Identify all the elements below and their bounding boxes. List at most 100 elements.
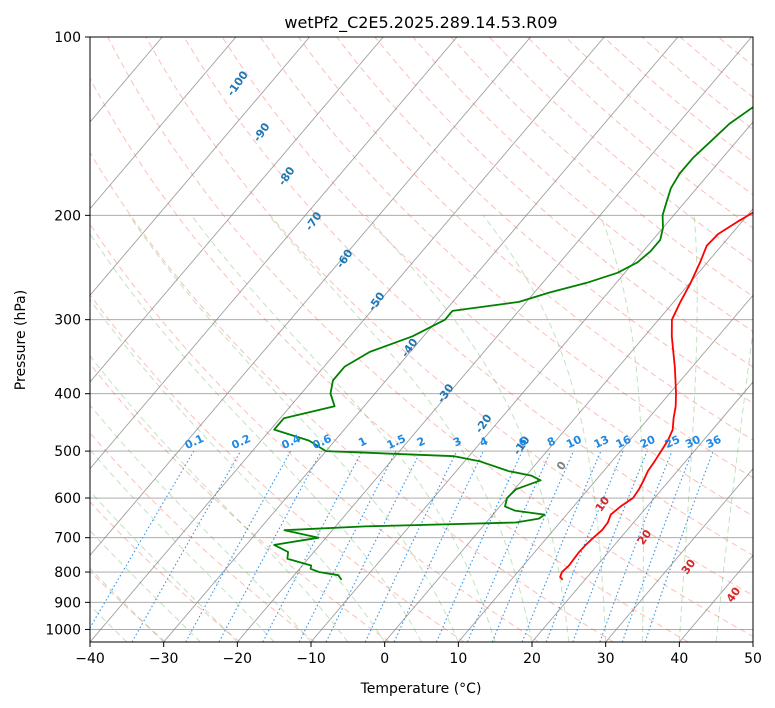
isotherm-line	[90, 37, 531, 557]
mixing-ratio-line	[572, 450, 648, 642]
adiabat-label: -100	[224, 68, 251, 98]
isotherm-line	[310, 121, 753, 642]
adiabat-label: 30	[679, 557, 699, 577]
y-tick-label: 300	[54, 313, 81, 329]
mixing-ratio-label: 25	[663, 433, 682, 451]
moist-adiabat-line	[90, 449, 275, 642]
adiabat-label: -70	[303, 209, 325, 233]
adiabat-label: -50	[366, 289, 388, 313]
dry-adiabat-line	[717, 37, 753, 67]
isotherm-line	[90, 37, 605, 642]
isotherm-line	[90, 37, 310, 297]
moist-adiabat-line	[90, 490, 238, 642]
y-tick-label: 1000	[45, 622, 81, 638]
y-tick-label: 600	[54, 491, 81, 507]
sounding-trace	[559, 211, 753, 581]
chart-title: wetPf2_C2E5.2025.289.14.53.R09	[284, 13, 557, 33]
plot-grid	[90, 37, 775, 642]
dry-adiabat-line	[90, 570, 166, 642]
moist-adiabat-line	[599, 215, 644, 642]
mixing-ratio-label: 20	[638, 433, 658, 451]
isotherm-line	[384, 207, 753, 642]
y-tick-label: 500	[54, 444, 81, 460]
mixing-ratio-label: 0.4	[280, 432, 303, 452]
y-tick-label: 100	[54, 30, 81, 46]
y-tick-label: 900	[54, 595, 81, 611]
plot-frame	[89, 36, 754, 643]
mixing-ratio-line	[491, 450, 575, 642]
mixing-ratio-label: 16	[614, 433, 634, 451]
dry-adiabat-line	[603, 37, 753, 163]
mixing-ratio-line	[131, 450, 242, 642]
dry-adiabat-line	[90, 223, 540, 642]
adiabat-label: -80	[276, 164, 298, 188]
adiabat-label: -60	[334, 247, 356, 271]
isotherm-line	[90, 37, 384, 383]
isotherm-line	[90, 37, 458, 470]
axes: −40 −30 −20 −10 0 10 20 30 40 5010020030040050060…	[45, 30, 762, 667]
y-tick-label: 800	[54, 565, 81, 581]
mixing-ratio-line	[185, 450, 292, 642]
mixing-ratio-label: 8	[545, 434, 557, 449]
mixing-ratio-line	[644, 450, 714, 642]
mixing-ratio-line	[364, 450, 458, 642]
plot-series	[273, 106, 753, 581]
dry-adiabat-line	[90, 77, 689, 642]
dry-adiabat-line	[450, 37, 753, 298]
dry-adiabat-line	[183, 37, 753, 556]
mixing-ratio-line	[545, 450, 624, 642]
dry-adiabat-line	[90, 151, 614, 642]
dry-adiabat-line	[565, 37, 753, 196]
moist-adiabat-line	[90, 232, 422, 642]
mixing-ratio-line	[466, 450, 552, 642]
moist-adiabat-line	[715, 326, 753, 642]
mixing-ratio-line	[325, 450, 422, 642]
y-axis-label: Pressure (hPa)	[13, 290, 29, 390]
moist-adiabat-line	[90, 298, 386, 642]
mixing-ratio-line	[90, 450, 195, 629]
x-tick-label: −20	[223, 651, 253, 667]
x-tick-label: 50	[744, 651, 762, 667]
adiabat-label: -30	[435, 381, 457, 405]
x-tick-label: 20	[523, 651, 541, 667]
moist-adiabat-line	[190, 215, 496, 642]
x-tick-label: 0	[380, 651, 389, 667]
dry-adiabat-line	[90, 432, 316, 642]
isotherm-line	[163, 37, 679, 642]
x-axis-label: Temperature (°C)	[360, 681, 482, 697]
dry-adiabat-line	[412, 37, 753, 333]
adiabat-label: -20	[473, 412, 495, 436]
x-tick-label: 30	[597, 651, 615, 667]
mixing-ratio-label: 13	[592, 433, 611, 451]
dry-adiabat-line	[90, 501, 241, 642]
mixing-ratio-line	[218, 450, 322, 642]
dry-adiabat-line	[90, 293, 465, 642]
adiabat-label: 0	[554, 459, 569, 473]
isotherm-line	[457, 294, 753, 642]
moist-adiabat-line	[90, 567, 165, 642]
x-tick-label: −40	[75, 651, 105, 667]
mixing-ratio-label: 3	[451, 434, 463, 449]
isotherm-line	[236, 37, 752, 642]
x-tick-label: 40	[670, 651, 688, 667]
moist-adiabat-line	[90, 355, 349, 642]
mixing-ratio-line	[435, 450, 523, 642]
mixing-ratio-label: 36	[704, 433, 724, 451]
dry-adiabat-line	[756, 37, 775, 642]
y-tick-label: 400	[54, 387, 81, 403]
mixing-ratio-label: 0.6	[310, 432, 333, 452]
mixing-ratio-line	[599, 450, 673, 642]
mixing-ratio-label: 0.2	[230, 432, 253, 452]
x-tick-label: 10	[449, 651, 467, 667]
moist-adiabat-line	[482, 215, 607, 642]
mixing-ratio-label: 10	[564, 433, 584, 451]
mixing-ratio-label: 0.1	[183, 432, 206, 452]
moist-adiabat-line	[90, 404, 312, 642]
adiabat-label: 20	[635, 527, 655, 547]
isotherm-line	[531, 381, 753, 642]
mixing-ratio-line	[298, 450, 397, 642]
dry-adiabat-line	[221, 37, 753, 517]
y-tick-label: 700	[54, 531, 81, 547]
x-tick-label: −30	[149, 651, 179, 667]
